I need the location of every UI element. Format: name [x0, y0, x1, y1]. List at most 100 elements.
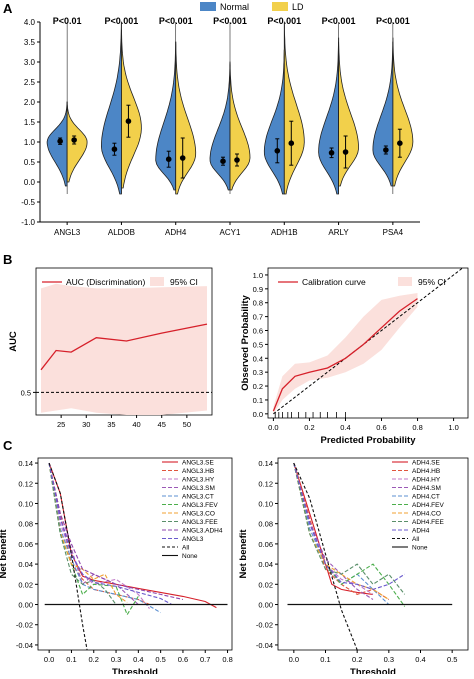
- violin-half-normal: [155, 41, 177, 191]
- y-tick-label: 0.02: [258, 580, 273, 589]
- violin-half-ld: [175, 41, 197, 195]
- x-tick-label: 0.2: [352, 655, 362, 664]
- legend-swatch: [272, 2, 288, 11]
- x-tick-label: 25: [57, 420, 65, 429]
- y-tick-label: 0.04: [258, 560, 273, 569]
- dca-angl3-chart: 0.0 0.1 0.2 0.3 0.4 0.5 0.6 0.7 0.8 -0.04 -0.02 0.0…: [0, 457, 233, 678]
- y-tick-label: 3.5: [24, 38, 36, 47]
- dca-line: [48, 463, 128, 603]
- x-tick-label: ADH4: [165, 228, 187, 237]
- pvalue-label: P<0.001: [267, 16, 301, 26]
- dca-line: [293, 462, 374, 595]
- panel-label-a: A: [3, 1, 13, 16]
- legend-label: None: [412, 545, 428, 552]
- y-tick-label: 3.0: [24, 58, 36, 67]
- x-tick-label: 0.4: [415, 655, 425, 664]
- y-tick-label: 0.12: [18, 479, 33, 488]
- x-tick-label: ALDOB: [108, 228, 135, 237]
- mean-point: [342, 149, 349, 155]
- x-tick-label: ARLY: [328, 228, 349, 237]
- legend-label: ADH4.CO: [412, 511, 441, 518]
- x-tick-label: 0.1: [66, 655, 76, 664]
- legend-label: ANGL3.CO: [182, 511, 215, 518]
- y-tick-label: 0.1: [253, 396, 263, 405]
- x-tick-label: 1.0: [448, 423, 458, 432]
- x-tick-label: 0.8: [222, 655, 232, 664]
- dca-line: [48, 462, 173, 605]
- x-tick-label: 0.0: [289, 655, 299, 664]
- y-tick-label: 0.6: [253, 327, 263, 336]
- mean-point: [288, 140, 295, 146]
- x-tick-label: 45: [158, 420, 166, 429]
- x-tick-label: 0.3: [111, 655, 121, 664]
- legend-label: ANGL3.FEE: [182, 519, 218, 526]
- y-tick-label: 0.5: [253, 340, 263, 349]
- legend-label: ADH4.SE: [412, 460, 440, 467]
- panel-label-b: B: [3, 252, 12, 267]
- x-tick-label: 0.5: [447, 655, 457, 664]
- y-tick-label: 0.2: [253, 382, 263, 391]
- y-axis-title: Observed Probability: [240, 295, 251, 391]
- dca-line: [293, 462, 390, 605]
- legend-label: ANGL3.FEV: [182, 502, 218, 509]
- y-tick-label: -0.02: [256, 621, 273, 630]
- dca-line: [293, 462, 374, 600]
- violin-chart: -1.0 -0.5 0.0 0.5 1.0 1.5 2.0 2.5 3.0 3.5 4.0 Norma…: [21, 2, 420, 237]
- legend-label: Calibration curve: [302, 277, 366, 287]
- legend-label: ANGL3.ADH4: [182, 528, 223, 535]
- x-axis-title: Predicted Probability: [320, 435, 416, 446]
- legend-label: Normal: [220, 2, 249, 12]
- legend-label: ANGL3.HB: [182, 468, 214, 475]
- y-tick-label: 0.7: [253, 313, 263, 322]
- y-tick-label: 0.5: [24, 158, 36, 167]
- mean-point: [383, 147, 389, 153]
- mean-point: [328, 150, 335, 156]
- dca-line: [48, 463, 117, 605]
- y-tick-label: 0.8: [253, 299, 263, 308]
- pvalue-label: P<0.001: [376, 16, 410, 26]
- dca-line: [48, 462, 88, 651]
- x-tick-label: 0.8: [412, 423, 422, 432]
- x-tick-label: 40: [132, 420, 140, 429]
- x-tick-label: 0.2: [304, 423, 314, 432]
- x-tick-label: ANGL3: [54, 228, 81, 237]
- y-tick-label: 0.00: [18, 601, 33, 610]
- y-tick-label: 0.3: [253, 368, 263, 377]
- x-tick-label: 35: [107, 420, 115, 429]
- y-tick-label: 0.06: [258, 540, 273, 549]
- legend-label: ANGL3.HY: [182, 477, 215, 484]
- y-tick-label: 0.02: [18, 580, 33, 589]
- y-tick-label: 0.14: [18, 459, 33, 468]
- x-tick-label: ACY1: [220, 228, 241, 237]
- y-axis-title: AUC: [8, 331, 19, 352]
- x-tick-label: 0.4: [340, 423, 350, 432]
- plot-frame: [35, 267, 213, 416]
- pvalue-label: P<0.001: [322, 16, 356, 26]
- legend-label: ANGL3.CT: [182, 494, 214, 501]
- legend-label: ADH4.FEE: [412, 519, 444, 526]
- x-tick-label: 0.2: [89, 655, 99, 664]
- y-tick-label: 4.0: [24, 18, 36, 27]
- y-axis-title: Net benefit: [0, 529, 9, 579]
- legend-label: ANGL3: [182, 536, 204, 543]
- legend-label: None: [182, 553, 198, 560]
- mean-point: [179, 155, 186, 161]
- legend-label: LD: [292, 2, 304, 12]
- pvalue-label: P<0.001: [159, 16, 193, 26]
- legend-label: AUC (Discrimination): [66, 277, 146, 287]
- y-tick-label: 2.5: [24, 78, 36, 87]
- y-tick-label: 0.12: [258, 479, 273, 488]
- y-tick-label: -0.04: [16, 641, 33, 650]
- violin-half-normal: [372, 41, 394, 187]
- dca-line: [293, 462, 358, 651]
- violin-half-ld: [229, 61, 251, 191]
- y-tick-label: 0.14: [258, 459, 273, 468]
- y-tick-label: -0.04: [256, 641, 273, 650]
- legend-label: ADH4.HB: [412, 468, 440, 475]
- y-axis-title: Net benefit: [238, 529, 249, 579]
- legend-label: All: [182, 545, 190, 552]
- dca-line: [48, 463, 161, 614]
- mean-point: [165, 156, 172, 162]
- plot-frame: [267, 267, 469, 419]
- x-tick-label: 0.3: [384, 655, 394, 664]
